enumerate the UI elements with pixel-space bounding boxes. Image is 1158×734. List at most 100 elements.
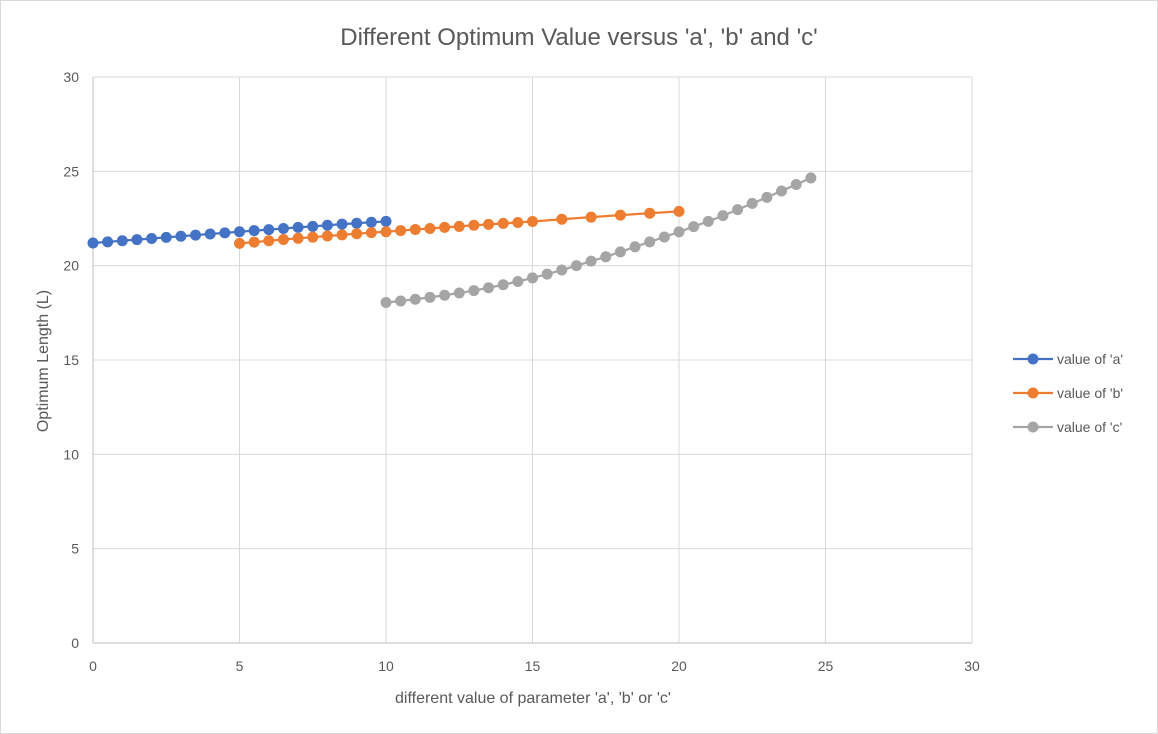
tick-labels: 0 5 10 15 20 25 30 0 5 10 15 20 25 30	[63, 69, 980, 674]
series-3	[380, 172, 817, 308]
data-point	[673, 226, 685, 238]
data-point	[629, 241, 641, 253]
legend: value of 'a' value of 'b' value of 'c'	[1013, 351, 1123, 435]
x-axis-title: different value of parameter 'a', 'b' or…	[395, 690, 671, 707]
data-point	[175, 230, 187, 242]
legend-marker	[1027, 421, 1039, 433]
data-point	[146, 232, 158, 244]
data-point	[292, 232, 304, 244]
data-point	[116, 235, 128, 247]
data-point	[717, 210, 729, 222]
data-point	[614, 246, 626, 258]
series-2	[234, 205, 685, 249]
x-tick-label: 5	[236, 658, 244, 674]
data-point	[732, 204, 744, 216]
legend-label: value of 'b'	[1057, 385, 1123, 401]
data-point	[351, 217, 363, 229]
data-point	[321, 230, 333, 242]
data-point	[468, 219, 480, 231]
data-point	[87, 237, 99, 249]
data-point	[395, 225, 407, 237]
y-tick-label: 10	[63, 446, 79, 462]
legend-marker	[1027, 387, 1039, 399]
data-point	[512, 276, 524, 288]
series-line	[385, 176, 812, 304]
data-point	[190, 229, 202, 241]
series-1	[87, 215, 392, 249]
x-tick-label: 0	[89, 658, 97, 674]
data-point	[248, 225, 260, 237]
gridlines	[92, 76, 973, 644]
data-point	[336, 218, 348, 230]
data-point	[453, 220, 465, 232]
y-tick-label: 25	[63, 163, 79, 179]
data-point	[761, 191, 773, 203]
y-tick-label: 5	[71, 541, 79, 557]
x-tick-label: 25	[818, 658, 834, 674]
data-point	[483, 282, 495, 294]
data-point	[263, 235, 275, 247]
legend-label: value of 'a'	[1057, 351, 1123, 367]
data-point	[776, 185, 788, 197]
data-point	[614, 209, 626, 221]
data-point	[277, 222, 289, 234]
data-point	[483, 218, 495, 230]
data-point	[497, 217, 509, 229]
data-point	[644, 236, 656, 248]
legend-marker	[1027, 353, 1039, 365]
data-point	[234, 237, 245, 249]
data-point	[600, 251, 612, 263]
data-point	[585, 211, 597, 223]
data-point	[263, 224, 275, 236]
data-point	[409, 223, 421, 235]
y-tick-label: 20	[63, 258, 79, 274]
data-point	[527, 216, 538, 228]
data-point	[556, 264, 568, 276]
data-point	[131, 234, 143, 246]
data-point	[292, 221, 304, 233]
legend-item: value of 'a'	[1013, 351, 1123, 367]
data-point	[497, 279, 509, 291]
data-point	[307, 220, 319, 232]
data-point	[439, 221, 451, 233]
data-point	[673, 205, 685, 217]
data-point	[219, 227, 231, 239]
y-tick-label: 30	[63, 69, 79, 85]
data-point	[527, 272, 538, 284]
data-point	[380, 215, 392, 227]
y-axis-title: Optimum Length (L)	[35, 290, 52, 432]
data-point	[380, 226, 392, 238]
x-tick-label: 20	[671, 658, 687, 674]
x-tick-label: 15	[525, 658, 541, 674]
data-point	[658, 231, 670, 243]
chart-title: Different Optimum Value versus 'a', 'b' …	[340, 24, 817, 51]
data-point	[204, 228, 216, 240]
data-point	[102, 236, 114, 248]
data-point	[556, 213, 568, 225]
data-point	[424, 291, 436, 303]
data-point	[160, 231, 172, 243]
data-point	[277, 233, 289, 245]
data-point	[351, 228, 363, 240]
data-point	[805, 172, 817, 184]
x-tick-label: 10	[378, 658, 394, 674]
data-point	[570, 260, 582, 272]
data-point	[409, 293, 421, 305]
legend-label: value of 'c'	[1057, 419, 1122, 435]
data-point	[365, 216, 377, 228]
data-point	[424, 222, 436, 234]
plot-series	[87, 172, 817, 308]
data-point	[453, 287, 465, 299]
y-tick-label: 0	[71, 635, 79, 651]
x-tick-label: 30	[964, 658, 980, 674]
legend-item: value of 'b'	[1013, 385, 1123, 401]
y-tick-label: 15	[63, 352, 79, 368]
data-point	[234, 226, 245, 238]
legend-item: value of 'c'	[1013, 419, 1122, 435]
data-point	[248, 236, 260, 248]
data-point	[365, 227, 377, 239]
data-point	[688, 221, 700, 233]
data-point	[439, 289, 451, 301]
